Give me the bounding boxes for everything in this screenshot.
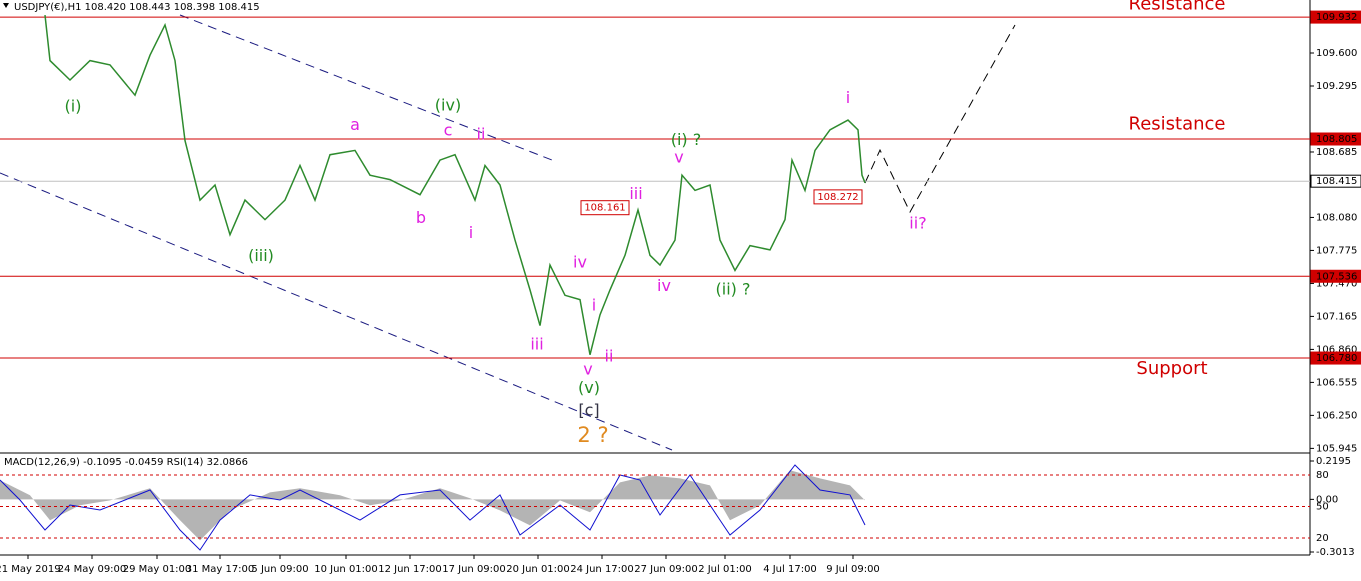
menu-icon xyxy=(3,3,9,8)
chart-title: USDJPY(€),H1 108.420 108.443 108.398 108… xyxy=(14,2,260,13)
wave-label: (iii) xyxy=(248,246,274,265)
price-box xyxy=(580,200,630,216)
wave-label: (i) xyxy=(65,97,82,116)
level-label: 108.805 xyxy=(1316,134,1357,145)
wave-label: (v) xyxy=(578,378,600,397)
level-box xyxy=(1310,174,1361,188)
level-box xyxy=(1310,269,1361,283)
x-tick-label: 24 May 09:00 xyxy=(58,564,127,575)
x-tick-label: 10 Jun 01:00 xyxy=(314,564,378,575)
wave-label: Resistance xyxy=(1129,113,1226,134)
level-label: 107.536 xyxy=(1316,271,1357,282)
y-tick-label: 109.295 xyxy=(1316,81,1357,92)
wave-label: Support xyxy=(1136,358,1207,379)
y-tick-label: 107.165 xyxy=(1316,311,1357,322)
wave-label: Resistance xyxy=(1129,0,1226,14)
wave-label: iv xyxy=(573,252,587,271)
price-box-label: 108.272 xyxy=(817,192,858,203)
x-tick-label: 24 Jun 17:00 xyxy=(570,564,634,575)
wave-label: v xyxy=(583,359,592,378)
x-tick-label: 21 May 2019 xyxy=(0,564,61,575)
x-tick-label: 9 Jul 09:00 xyxy=(826,564,880,575)
y2-tick-label: -0.3013 xyxy=(1316,547,1355,558)
x-tick-label: 4 Jul 17:00 xyxy=(763,564,817,575)
level-label: 109.932 xyxy=(1316,12,1357,23)
rsi-line xyxy=(0,464,866,551)
y-tick-label: 106.555 xyxy=(1316,377,1357,388)
price-box xyxy=(813,189,863,205)
wave-label: i xyxy=(592,296,596,315)
wave-label: i xyxy=(846,88,850,107)
wave-label: b xyxy=(416,208,426,227)
y-tick-label: 107.775 xyxy=(1316,245,1357,256)
price-box-label: 108.161 xyxy=(584,203,625,214)
level-box xyxy=(1310,351,1361,365)
wave-label: [c] xyxy=(578,401,599,420)
level-box xyxy=(1310,10,1361,24)
wave-label: (ii) ? xyxy=(716,279,751,298)
x-tick-label: 29 May 01:00 xyxy=(123,564,192,575)
projection-line xyxy=(864,24,1016,214)
channel-line xyxy=(179,14,558,163)
wave-label: ii xyxy=(605,346,614,365)
wave-label: iii xyxy=(629,184,642,203)
x-tick-label: 5 Jun 09:00 xyxy=(251,564,308,575)
y2-tick-label: 0.2195 xyxy=(1316,456,1351,467)
macd-area xyxy=(0,470,865,541)
x-tick-label: 27 Jun 09:00 xyxy=(634,564,698,575)
level-box xyxy=(1310,132,1361,146)
wave-label: a xyxy=(350,115,360,134)
wave-label: c xyxy=(444,120,453,139)
x-tick-label: 2 Jul 01:00 xyxy=(698,564,752,575)
x-tick-label: 17 Jun 09:00 xyxy=(442,564,506,575)
x-tick-label: 31 May 17:00 xyxy=(186,564,255,575)
level-label: 108.415 xyxy=(1316,176,1357,187)
level-label: 106.780 xyxy=(1316,353,1357,364)
y-tick-label: 108.080 xyxy=(1316,212,1357,223)
y-tick-label: 106.860 xyxy=(1316,344,1357,355)
x-tick-label: 12 Jun 17:00 xyxy=(378,564,442,575)
y2-tick-label: 0.00 xyxy=(1316,494,1338,505)
indicator-title: MACD(12,26,9) -0.1095 -0.0459 RSI(14) 32… xyxy=(4,457,248,468)
wave-label: ii? xyxy=(909,213,926,232)
wave-label: iv xyxy=(657,276,671,295)
y-tick-label: 105.945 xyxy=(1316,443,1357,454)
wave-label: ii xyxy=(477,125,486,144)
y-tick-label: 109.600 xyxy=(1316,48,1357,59)
x-tick-label: 20 Jun 01:00 xyxy=(506,564,570,575)
y-tick-label: 50 xyxy=(1316,502,1329,513)
wave-label: 2 ? xyxy=(577,423,608,447)
wave-label: (iv) xyxy=(435,96,461,115)
price-line xyxy=(44,15,866,355)
y-tick-label: 106.250 xyxy=(1316,410,1357,421)
y-tick-label: 20 xyxy=(1316,533,1329,544)
y-tick-label: 80 xyxy=(1316,470,1329,481)
channel-line xyxy=(0,172,673,451)
wave-label: (i) ? xyxy=(671,130,702,149)
wave-label: i xyxy=(469,223,473,242)
wave-label: iii xyxy=(530,335,543,354)
y-tick-label: 108.685 xyxy=(1316,147,1357,158)
y-tick-label: 107.470 xyxy=(1316,278,1357,289)
wave-label: v xyxy=(674,147,683,166)
